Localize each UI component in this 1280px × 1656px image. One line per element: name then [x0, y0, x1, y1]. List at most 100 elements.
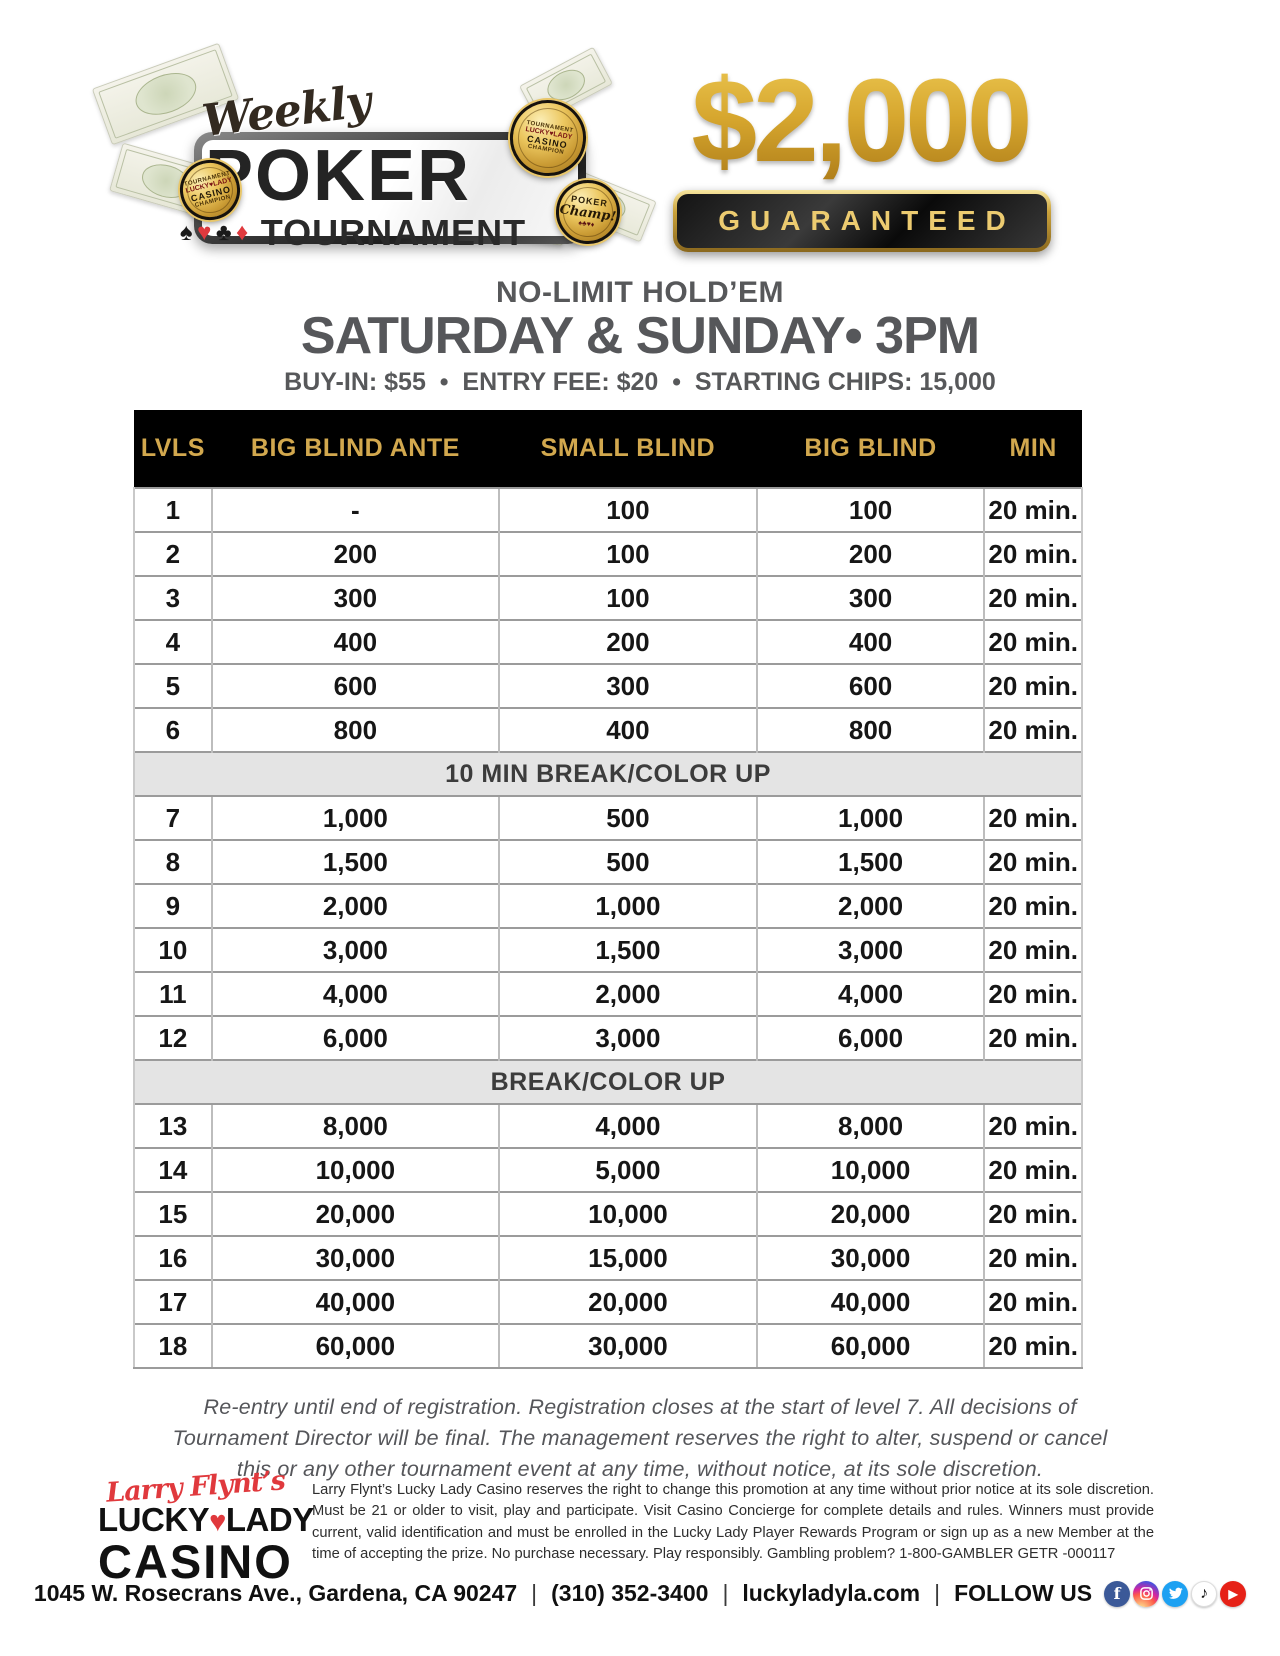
- facebook-icon[interactable]: f: [1104, 1580, 1131, 1607]
- buyin-details-line: BUY-IN: $55 • ENTRY FEE: $20 • STARTING …: [284, 368, 996, 396]
- cell-big-blind: 4,000: [755, 971, 985, 1016]
- twitter-icon[interactable]: [1162, 1580, 1189, 1607]
- table-row: 6 800 400 800 20 min.: [133, 707, 1083, 752]
- table-row: 12 6,000 3,000 6,000 20 min.: [133, 1015, 1083, 1060]
- cell-big-blind: 20,000: [755, 1191, 985, 1236]
- guaranteed-badge: GUARANTEED: [673, 190, 1051, 252]
- game-type-headline: NO-LIMIT HOLD’EM: [496, 276, 784, 309]
- table-row: 5 600 300 600 20 min.: [133, 663, 1083, 708]
- cell-small-blind: 200: [497, 619, 757, 664]
- lucky-text: LUCKY: [98, 1501, 210, 1538]
- instagram-icon[interactable]: [1133, 1580, 1160, 1607]
- blinds-structure-table: LVLS BIG BLIND ANTE SMALL BLIND BIG BLIND MI…: [133, 410, 1083, 1369]
- weekly-poker-tournament-logo: Weekly POKER ♠ ♥ ♣ ♦ TOURNAMENT TOURNAME…: [88, 42, 657, 258]
- cell-min: 20 min.: [983, 663, 1083, 708]
- phone-text: (310) 352-3400: [551, 1580, 709, 1606]
- cell-big-blind: 3,000: [755, 927, 985, 972]
- cell-small-blind: 1,000: [497, 883, 757, 928]
- cell-lvl: 14: [133, 1147, 212, 1192]
- casino-text: CASINO: [98, 1534, 293, 1588]
- column-header-big-blind: BIG BLIND: [756, 410, 985, 488]
- cell-small-blind: 100: [497, 487, 757, 532]
- cell-big-blind: 6,000: [755, 1015, 985, 1060]
- cell-small-blind: 4,000: [497, 1103, 757, 1148]
- cell-min: 20 min.: [983, 1015, 1083, 1060]
- footer-contact-bar: 1045 W. Rosecrans Ave., Gardena, CA 9024…: [0, 1580, 1280, 1607]
- cell-big-blind: 200: [755, 531, 985, 576]
- disclaimer-line: this or any other tournament event at an…: [236, 1457, 1044, 1481]
- diamond-icon: ♦: [236, 219, 249, 246]
- cell-big-blind-ante: 300: [210, 575, 499, 620]
- cell-lvl: 10: [133, 927, 212, 972]
- table-break-row: 10 MIN BREAK/COLOR UP: [133, 751, 1083, 796]
- cell-lvl: 5: [133, 663, 212, 708]
- cell-small-blind: 500: [497, 795, 757, 840]
- table-break-row: BREAK/COLOR UP: [133, 1059, 1083, 1104]
- divider: |: [934, 1580, 941, 1606]
- address-text: 1045 W. Rosecrans Ave., Gardena, CA 9024…: [33, 1580, 518, 1606]
- break-row-label: 10 MIN BREAK/COLOR UP: [133, 751, 1083, 796]
- cell-big-blind-ante: 8,000: [210, 1103, 499, 1148]
- cell-big-blind-ante: 30,000: [210, 1235, 499, 1280]
- cell-big-blind-ante: 2,000: [210, 883, 499, 928]
- table-row: 4 400 200 400 20 min.: [133, 619, 1083, 664]
- divider: |: [722, 1580, 729, 1606]
- cell-min: 20 min.: [983, 971, 1083, 1016]
- table-row: 3 300 100 300 20 min.: [133, 575, 1083, 620]
- cell-big-blind-ante: 60,000: [210, 1323, 499, 1369]
- disclaimer-line: Tournament Director will be final. The m…: [172, 1426, 1108, 1450]
- cell-min: 20 min.: [983, 795, 1083, 840]
- cell-small-blind: 30,000: [497, 1323, 757, 1369]
- cell-big-blind: 40,000: [755, 1279, 985, 1324]
- disclaimer-line: Re-entry until end of registration. Regi…: [203, 1395, 1077, 1419]
- cell-min: 20 min.: [983, 1103, 1083, 1148]
- social-icons: f ♪ ▶: [1104, 1580, 1247, 1607]
- cell-big-blind-ante: 10,000: [210, 1147, 499, 1192]
- cell-lvl: 12: [133, 1015, 212, 1060]
- website-link[interactable]: luckyladyla.com: [742, 1580, 921, 1606]
- cell-min: 20 min.: [983, 1279, 1083, 1324]
- table-row: 10 3,000 1,500 3,000 20 min.: [133, 927, 1083, 972]
- follow-us-label: FOLLOW US: [954, 1580, 1093, 1606]
- column-header-lvl: LVLS: [134, 410, 212, 488]
- table-row: 14 10,000 5,000 10,000 20 min.: [133, 1147, 1083, 1192]
- cell-big-blind-ante: 40,000: [210, 1279, 499, 1324]
- cell-big-blind: 1,500: [755, 839, 985, 884]
- table-row: 11 4,000 2,000 4,000 20 min.: [133, 971, 1083, 1016]
- cell-big-blind: 8,000: [755, 1103, 985, 1148]
- cell-big-blind-ante: 400: [210, 619, 499, 664]
- cell-lvl: 1: [133, 487, 212, 532]
- lady-text: LADY: [225, 1501, 314, 1538]
- heart-icon: ♥: [197, 219, 212, 246]
- cell-small-blind: 15,000: [497, 1235, 757, 1280]
- poker-title-text: POKER: [204, 136, 472, 216]
- cell-lvl: 7: [133, 795, 212, 840]
- club-icon: ♣: [215, 219, 232, 246]
- prize-amount: $2,000: [645, 62, 1075, 180]
- cell-lvl: 8: [133, 839, 212, 884]
- cell-big-blind: 800: [755, 707, 985, 752]
- table-row: 7 1,000 500 1,000 20 min.: [133, 795, 1083, 840]
- cell-lvl: 15: [133, 1191, 212, 1236]
- tournament-disclaimer: Re-entry until end of registration. Regi…: [0, 1392, 1280, 1485]
- cell-min: 20 min.: [983, 839, 1083, 884]
- cell-big-blind: 100: [755, 487, 985, 532]
- table-row: 16 30,000 15,000 30,000 20 min.: [133, 1235, 1083, 1280]
- cell-lvl: 4: [133, 619, 212, 664]
- table-row: 2 200 100 200 20 min.: [133, 531, 1083, 576]
- prize-block: $2,000 GUARANTEED: [645, 62, 1075, 258]
- cell-big-blind: 10,000: [755, 1147, 985, 1192]
- cell-min: 20 min.: [983, 927, 1083, 972]
- tiktok-icon[interactable]: ♪: [1191, 1580, 1218, 1607]
- table-row: 18 60,000 30,000 60,000 20 min.: [133, 1323, 1083, 1369]
- schedule-headline: SATURDAY & SUNDAY• 3PM: [300, 307, 980, 365]
- cell-min: 20 min.: [983, 1323, 1083, 1369]
- cell-big-blind-ante: -: [210, 487, 499, 532]
- cell-min: 20 min.: [983, 883, 1083, 928]
- cell-big-blind: 2,000: [755, 883, 985, 928]
- tournament-title-text: TOURNAMENT: [260, 212, 527, 253]
- youtube-icon[interactable]: ▶: [1220, 1580, 1247, 1607]
- cell-big-blind-ante: 4,000: [210, 971, 499, 1016]
- cell-min: 20 min.: [983, 531, 1083, 576]
- cell-min: 20 min.: [983, 1235, 1083, 1280]
